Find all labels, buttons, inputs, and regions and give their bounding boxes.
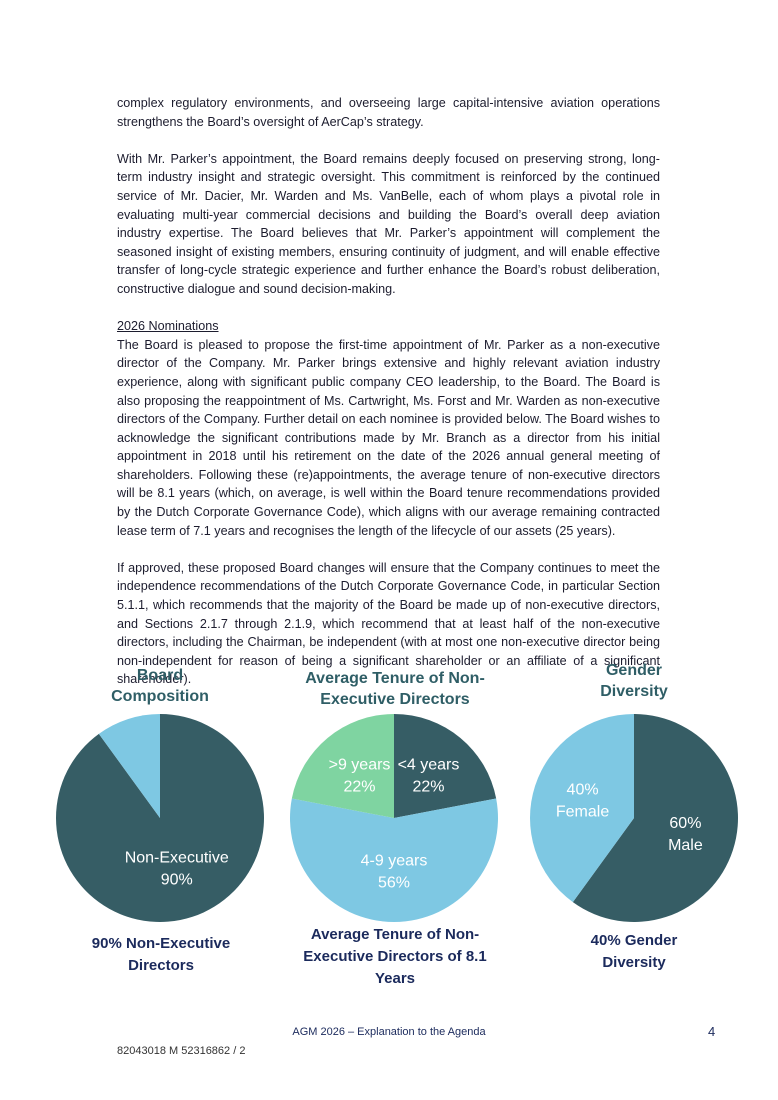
section-heading: 2026 Nominations — [117, 319, 219, 334]
chart-title: Average Tenure of Non-Executive Director… — [305, 670, 485, 708]
slice-value-label: 22% — [344, 779, 376, 796]
slice-value-label: 90% — [161, 872, 193, 889]
chart-caption: 90% Non-Executive Directors — [91, 935, 231, 974]
chart-caption: Average Tenure of Non-Executive Director… — [303, 926, 487, 987]
paragraph: complex regulatory environments, and ove… — [117, 96, 660, 129]
pie-slice — [55, 714, 264, 923]
footer-title: AGM 2026 – Explanation to the Agenda — [292, 1026, 486, 1038]
pie-slice — [530, 714, 634, 903]
slice-label: 4-9 years — [361, 852, 428, 869]
slice-value-label: 40% — [567, 782, 599, 799]
pie-slice — [290, 798, 498, 923]
pie-slice — [394, 714, 497, 818]
pie-slice — [291, 714, 394, 818]
page-number: 4 — [708, 1024, 716, 1039]
paragraph: With Mr. Parker’s appointment, the Board… — [117, 151, 660, 296]
document-reference: 82043018 M 52316862 / 2 — [117, 1045, 246, 1057]
chart-title: Board Composition — [111, 667, 209, 705]
paragraph: If approved, these proposed Board change… — [117, 560, 660, 687]
chart-caption: 40% Gender Diversity — [590, 932, 678, 971]
pie-slice — [572, 714, 738, 922]
slice-label: Non-Executive — [125, 850, 229, 867]
paragraph: The Board is pleased to propose the firs… — [117, 337, 660, 538]
slice-value-label: 22% — [412, 779, 444, 796]
body-text: complex regulatory environments, and ove… — [117, 94, 660, 708]
slice-label: Female — [556, 804, 609, 821]
pie-slice — [98, 714, 160, 818]
slice-label: Male — [668, 837, 703, 854]
slice-label: >9 years — [329, 757, 391, 774]
slice-value-label: 60% — [669, 815, 701, 832]
chart-title: Gender Diversity — [600, 662, 668, 700]
slice-value-label: 56% — [378, 874, 410, 891]
slice-label: <4 years — [398, 757, 460, 774]
